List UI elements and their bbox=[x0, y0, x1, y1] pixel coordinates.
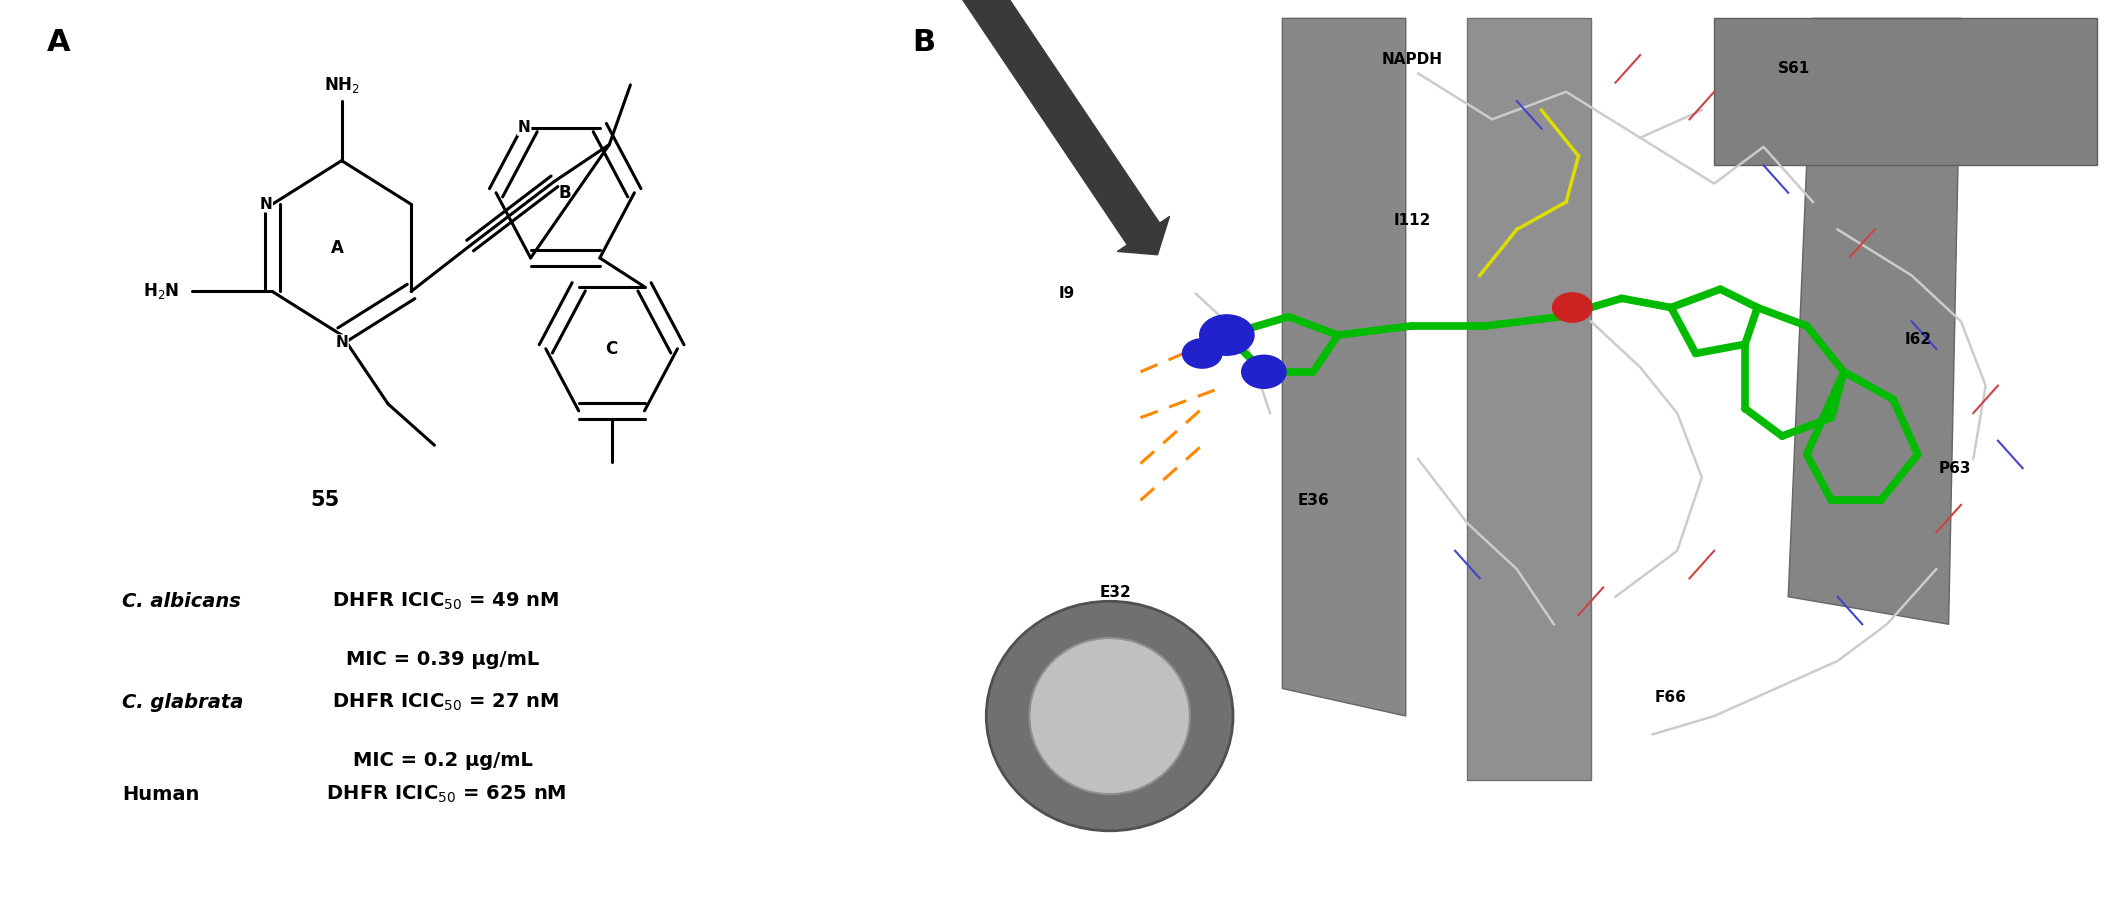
Ellipse shape bbox=[1029, 638, 1189, 794]
Text: C. albicans: C. albicans bbox=[122, 592, 240, 610]
Text: A: A bbox=[46, 28, 70, 57]
Text: NAPDH: NAPDH bbox=[1381, 52, 1443, 67]
Polygon shape bbox=[1788, 18, 1961, 624]
Circle shape bbox=[1242, 355, 1286, 388]
Ellipse shape bbox=[987, 601, 1234, 831]
Text: H$_2$N: H$_2$N bbox=[143, 282, 179, 301]
Text: S61: S61 bbox=[1778, 62, 1810, 76]
Text: DHFR ICIC$_{50}$ = 49 nM: DHFR ICIC$_{50}$ = 49 nM bbox=[327, 590, 559, 612]
Text: A: A bbox=[331, 239, 344, 257]
Text: MIC = 0.2 μg/mL: MIC = 0.2 μg/mL bbox=[352, 751, 534, 769]
Text: C. glabrata: C. glabrata bbox=[122, 693, 245, 711]
Text: C: C bbox=[605, 340, 618, 358]
Polygon shape bbox=[1282, 18, 1407, 716]
Polygon shape bbox=[1715, 18, 2096, 165]
Text: B: B bbox=[913, 28, 936, 57]
Text: DHFR ICIC$_{50}$ = 27 nM: DHFR ICIC$_{50}$ = 27 nM bbox=[327, 691, 559, 713]
Text: NH$_2$: NH$_2$ bbox=[325, 74, 359, 95]
Text: N: N bbox=[335, 335, 348, 350]
Text: I9: I9 bbox=[1059, 286, 1076, 301]
Text: B: B bbox=[559, 184, 572, 202]
Circle shape bbox=[1552, 293, 1592, 322]
Polygon shape bbox=[1468, 18, 1590, 780]
Text: MIC = 0.39 μg/mL: MIC = 0.39 μg/mL bbox=[346, 650, 540, 668]
Text: E36: E36 bbox=[1297, 493, 1329, 508]
Text: N: N bbox=[259, 196, 272, 212]
Text: E32: E32 bbox=[1101, 585, 1133, 599]
Circle shape bbox=[1200, 315, 1255, 355]
Text: P63: P63 bbox=[1938, 461, 1972, 476]
Text: I62: I62 bbox=[1904, 332, 1932, 347]
FancyArrowPatch shape bbox=[960, 0, 1170, 254]
Text: N: N bbox=[519, 120, 531, 135]
Text: I112: I112 bbox=[1394, 213, 1430, 228]
Text: Human: Human bbox=[122, 785, 200, 803]
Text: 55: 55 bbox=[310, 490, 340, 510]
Text: DHFR ICIC$_{50}$ = 625 nM: DHFR ICIC$_{50}$ = 625 nM bbox=[321, 783, 565, 805]
Circle shape bbox=[1183, 339, 1221, 368]
Text: F66: F66 bbox=[1656, 690, 1687, 705]
